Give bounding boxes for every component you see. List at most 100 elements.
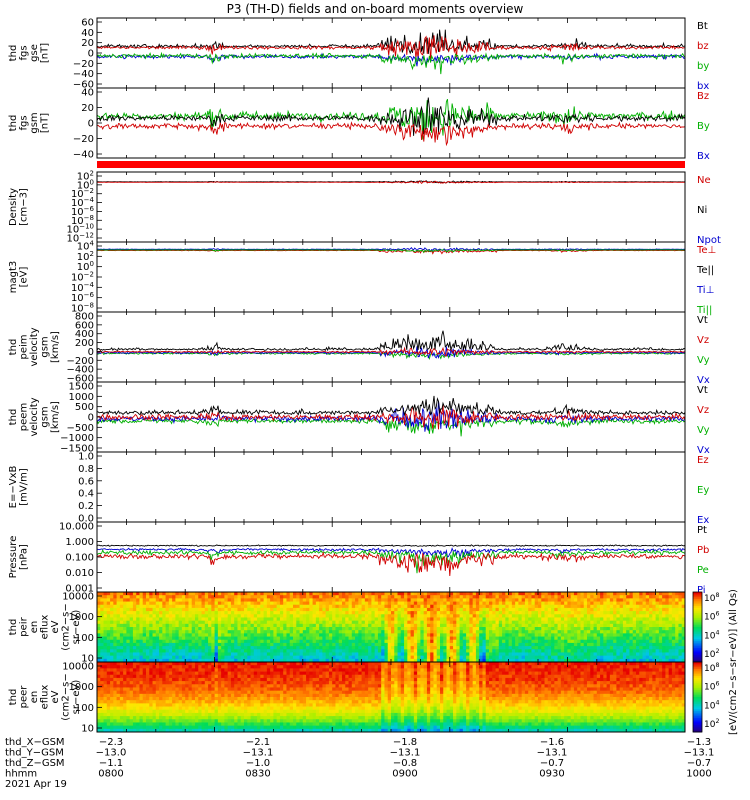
colorbar-swatch — [693, 641, 702, 644]
panel-frame-efield — [96, 451, 686, 523]
y-tick-label: −500 — [67, 423, 94, 434]
colorbar-label: [eV/(cm2−s−sr−eV)] (All Qs) — [728, 589, 739, 735]
y-axis-label: fgs — [19, 45, 30, 60]
colorbar-swatch — [693, 616, 702, 619]
y-tick-label: 0 — [88, 49, 94, 60]
y-tick-label: −20 — [73, 134, 94, 145]
footer-value: 0900 — [392, 769, 417, 780]
y-tick-label: 104 — [77, 240, 95, 253]
y-axis-label: [cm−3] — [19, 188, 30, 226]
y-tick-label: 10−10 — [66, 223, 94, 236]
colorbar-swatch — [693, 637, 702, 640]
y-tick-label: −1000 — [60, 433, 94, 444]
footer-value: −1.0 — [246, 758, 270, 769]
y-tick-label: 1500 — [69, 382, 94, 393]
legend-entry: Bz — [697, 91, 709, 102]
y-tick-label: −60 — [73, 80, 94, 91]
y-tick-label: −600 — [67, 374, 94, 385]
colorbar-swatch — [693, 625, 702, 628]
legend-entry: Vx — [697, 375, 710, 386]
colorbar-swatch — [693, 634, 702, 637]
legend-entry: Pe — [697, 565, 709, 576]
colorbar-swatch — [693, 651, 702, 654]
y-tick-label: 60 — [81, 18, 94, 29]
legend-entry: Vy — [697, 355, 710, 366]
y-axis-label: sr−eV) — [71, 680, 82, 715]
legend-entry: bx — [697, 81, 709, 92]
y-tick-label: 200 — [75, 338, 94, 349]
colorbar-swatch — [693, 697, 702, 700]
colorbar-swatch — [693, 723, 702, 726]
footer-value: −13.1 — [537, 748, 568, 759]
y-axis-label: en — [29, 691, 40, 704]
y-axis-label: thd — [8, 619, 19, 636]
y-tick-label: 0 — [88, 119, 94, 130]
colorbar-swatch — [693, 679, 702, 682]
y-tick-label: 1.000 — [65, 537, 94, 548]
y-axis-label: [mV/m] — [19, 468, 30, 506]
series-line-21 — [96, 547, 686, 559]
colorbar-swatch — [693, 604, 702, 607]
legend-entry: Ey — [697, 485, 709, 496]
y-axis-label: Density — [8, 188, 19, 226]
y-axis-label: gse — [29, 44, 40, 62]
y-axis-label: Pressure — [8, 536, 19, 579]
colorbar-swatch — [693, 695, 702, 698]
colorbar-swatch — [693, 705, 702, 708]
footer-value: −1.3 — [687, 737, 711, 748]
y-tick-label: 102 — [77, 170, 94, 183]
colorbar-swatch — [693, 627, 702, 630]
y-axis-label: magt3 — [8, 261, 19, 294]
colorbar-swatch — [693, 607, 702, 610]
y-axis-label: velocity — [29, 327, 40, 366]
colorbar-swatch — [693, 663, 702, 666]
y-tick-label: −200 — [67, 356, 94, 367]
colorbar-swatch — [693, 628, 702, 631]
y-axis-label: [km/s] — [50, 331, 61, 363]
y-tick-label: 10−2 — [71, 187, 94, 200]
colorbar-swatch — [693, 672, 702, 675]
colorbar-swatch — [693, 684, 702, 687]
colorbar-swatch — [693, 730, 702, 733]
footer-value: 1000 — [686, 769, 711, 780]
legend-entry: Vx — [697, 445, 710, 456]
legend-entry: Vz — [697, 405, 709, 416]
series-line-1 — [96, 35, 686, 63]
quality-flag-bar — [97, 161, 685, 168]
legend-entry: Pt — [697, 525, 707, 536]
footer-value: −2.1 — [246, 737, 270, 748]
electron-spectrogram — [97, 662, 686, 733]
series-line-5 — [96, 97, 686, 136]
footer-value: −2.3 — [99, 737, 123, 748]
footer-value: −0.7 — [540, 758, 564, 769]
colorbar-swatch — [693, 639, 702, 642]
colorbar-swatch — [693, 602, 702, 605]
colorbar-swatch — [693, 728, 702, 731]
colorbar-swatch — [693, 674, 702, 677]
footer-value: −13.0 — [96, 748, 127, 759]
y-tick-label: 0.0 — [78, 514, 94, 525]
legend-entry: by — [697, 61, 709, 72]
y-tick-label: 100 — [77, 178, 94, 191]
y-tick-label: 20 — [81, 38, 94, 49]
colorbar-swatch — [693, 688, 702, 691]
colorbar-swatch — [693, 709, 702, 712]
y-tick-label: 10−8 — [71, 302, 94, 315]
footer-value: −1.1 — [99, 758, 123, 769]
legend-entry: Ti⊥ — [696, 285, 714, 296]
legend-entry: Ne — [697, 175, 711, 186]
y-tick-label: −40 — [73, 69, 94, 80]
colorbar-swatch — [693, 702, 702, 705]
colorbar-swatch — [693, 726, 702, 729]
y-axis-label: [eV] — [19, 267, 30, 288]
y-axis-label: eflux — [40, 615, 51, 640]
footer-value: −13.1 — [243, 748, 274, 759]
colorbar-swatch — [693, 623, 702, 626]
legend-entry: Te⊥ — [696, 245, 716, 256]
y-axis-label: (cm2−s− — [61, 673, 72, 720]
colorbar-swatch — [693, 656, 702, 659]
y-axis-label: thd — [8, 115, 19, 132]
colorbar-swatch — [693, 644, 702, 647]
colorbar-swatch — [693, 670, 702, 673]
